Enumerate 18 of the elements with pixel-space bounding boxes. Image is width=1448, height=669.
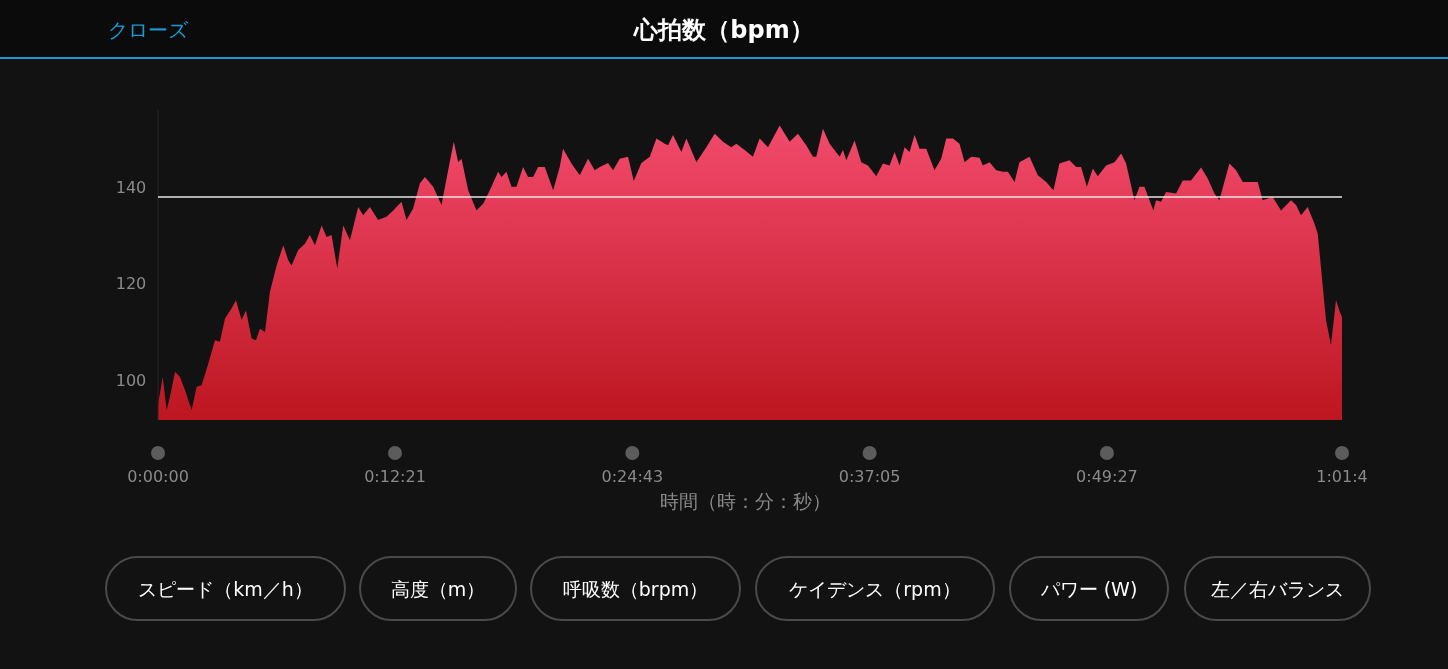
x-tick-label: 0:12:21 [364,467,426,486]
text: クローズ [108,18,189,42]
chart-title: 心拍数（bpm） [633,16,814,44]
x-tick-label: 0:00:00 [127,467,189,486]
x-tick-label: 0:49:27 [1076,467,1138,486]
x-axis-title: 時間（時：分：秒） [659,490,831,512]
text: スピード（km／h） [138,578,313,600]
y-tick-label: 140 [115,177,147,197]
y-tick-label: 100 [115,370,147,390]
x-tick-label: 1:01:4 [1316,467,1368,486]
text: 高度（m） [390,578,486,600]
text: 呼吸数（brpm） [562,578,709,600]
text: ケイデンス（rpm） [789,578,961,600]
y-tick-label: 120 [115,274,147,294]
text: パワー (W) [1039,578,1138,600]
x-tick-label: 0:37:05 [838,467,901,486]
x-tick-label: 0:24:43 [601,467,664,486]
text: 左／右バランス [1211,578,1344,600]
